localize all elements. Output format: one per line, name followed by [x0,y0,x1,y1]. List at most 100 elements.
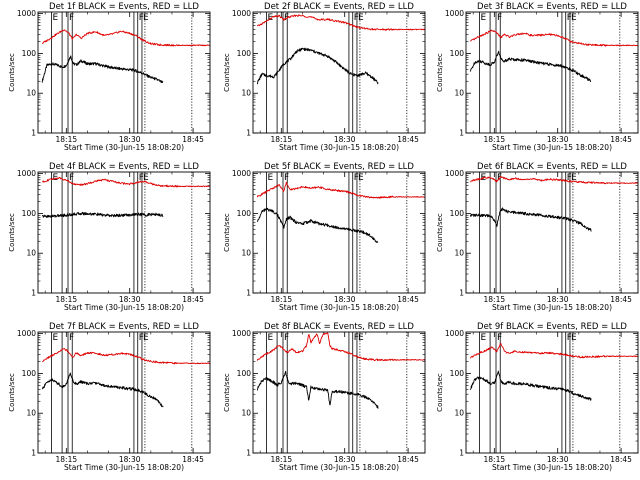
panel-title: Det 9f BLACK = Events, RED = LLD [477,322,627,332]
y-tick-label: 1000 [17,9,36,18]
x-axis-label: Start Time (30-Jun-15 18:08:20) [492,143,612,152]
x-tick-label: 18:45 [397,135,419,144]
y-tick-label: 1 [459,449,464,458]
x-tick-label: 18:15 [484,295,506,304]
y-tick-label: 1 [31,129,36,138]
marker-label: E [481,333,487,343]
x-tick-label: 18:15 [56,455,78,464]
y-tick-label: 10 [241,249,251,258]
panel-det-5: Det 5f BLACK = Events, RED = LLD 1 10 100 10… [223,162,426,312]
y-tick-label: 10 [454,89,464,98]
marker-label: F [497,333,502,343]
series-events-line [469,207,592,232]
marker-label: E [571,13,577,23]
panel-title: Det 2f BLACK = Events, RED = LLD [264,2,414,12]
series-lld-line [42,348,211,365]
series-events-line [41,211,164,218]
y-tick-label: 1 [31,449,36,458]
marker-label: F [69,333,74,343]
x-tick-label: 18:45 [182,295,204,304]
y-axis-label: Counts/sec [436,53,444,92]
x-tick-label: 18:45 [182,135,204,144]
marker-label: F [567,13,572,23]
series-lld-line [41,176,211,188]
series-events-line [41,372,164,408]
x-tick-label: 18:45 [397,295,419,304]
panel-frame [252,331,426,454]
y-axis-label: Counts/sec [223,213,231,252]
y-axis-label: Counts/sec [223,53,231,92]
x-tick-label: 18:15 [271,455,293,464]
panel-title: Det 1f BLACK = Events, RED = LLD [49,2,199,12]
y-tick-label: 100 [237,369,252,378]
y-axis-label: Counts/sec [8,53,16,92]
x-tick-label: 18:15 [271,295,293,304]
series-events-line [469,370,592,401]
y-tick-label: 100 [237,209,252,218]
y-tick-label: 10 [26,89,36,98]
panel-frame [252,11,426,134]
marker-label: E [571,173,577,183]
y-tick-label: 1 [246,129,251,138]
y-axis-label: Counts/sec [8,373,16,412]
y-tick-label: 1 [459,289,464,298]
marker-label: F [284,333,289,343]
panel-title: Det 3f BLACK = Events, RED = LLD [477,2,627,12]
y-tick-label: 1000 [17,169,36,178]
y-tick-label: 1 [459,129,464,138]
panel-frame [465,171,639,294]
marker-label: E [143,173,149,183]
marker-label: F [497,13,502,23]
x-tick-label: 18:15 [484,455,506,464]
panel-title: Det 6f BLACK = Events, RED = LLD [477,162,627,172]
marker-label: F [69,13,74,23]
y-axis-label: Counts/sec [436,373,444,412]
series-lld-line [41,29,211,47]
marker-label: F [284,173,289,183]
marker-label: E [571,333,577,343]
marker-label: F [139,333,144,343]
x-tick-label: 18:30 [547,455,569,464]
marker-label: E [358,173,364,183]
y-tick-label: 1 [31,289,36,298]
marker-label: F [139,173,144,183]
x-tick-label: 18:30 [334,295,356,304]
panel-title: Det 4f BLACK = Events, RED = LLD [49,162,199,172]
x-axis-label: Start Time (30-Jun-15 18:08:20) [64,143,184,152]
y-tick-label: 10 [26,409,36,418]
marker-label: E [268,173,274,183]
y-tick-label: 10 [241,409,251,418]
x-axis-label: Start Time (30-Jun-15 18:08:20) [492,303,612,312]
series-events-line [469,50,592,82]
marker-label: E [481,13,487,23]
x-tick-label: 18:15 [484,135,506,144]
series-lld-line [256,181,426,199]
y-tick-label: 100 [22,49,37,58]
x-tick-label: 18:30 [334,455,356,464]
x-tick-label: 18:30 [119,455,141,464]
marker-label: E [358,13,364,23]
marker-label: E [53,333,59,343]
y-tick-label: 1 [246,449,251,458]
y-tick-label: 10 [26,249,36,258]
marker-label: F [354,173,359,183]
series-lld-line [470,175,639,185]
series-events-line [256,207,379,243]
x-tick-label: 18:30 [547,295,569,304]
x-axis-label: Start Time (30-Jun-15 18:08:20) [279,303,399,312]
x-tick-label: 18:15 [56,135,78,144]
panel-det-3: Det 3f BLACK = Events, RED = LLD 1 10 100 10… [436,2,639,152]
series-events-line [256,47,379,85]
x-axis-label: Start Time (30-Jun-15 18:08:20) [279,143,399,152]
panel-frame [37,331,211,454]
panel-det-4: Det 4f BLACK = Events, RED = LLD 1 10 100 10… [8,162,211,312]
series-lld-line [256,14,426,31]
x-axis-label: Start Time (30-Jun-15 18:08:20) [64,303,184,312]
panel-det-7: Det 7f BLACK = Events, RED = LLD 1 10 100 10… [8,322,211,472]
y-tick-label: 100 [237,49,252,58]
panel-title: Det 7f BLACK = Events, RED = LLD [49,322,199,332]
x-axis-label: Start Time (30-Jun-15 18:08:20) [279,463,399,472]
marker-label: F [567,173,572,183]
y-tick-label: 1000 [232,9,251,18]
y-tick-label: 10 [454,249,464,258]
